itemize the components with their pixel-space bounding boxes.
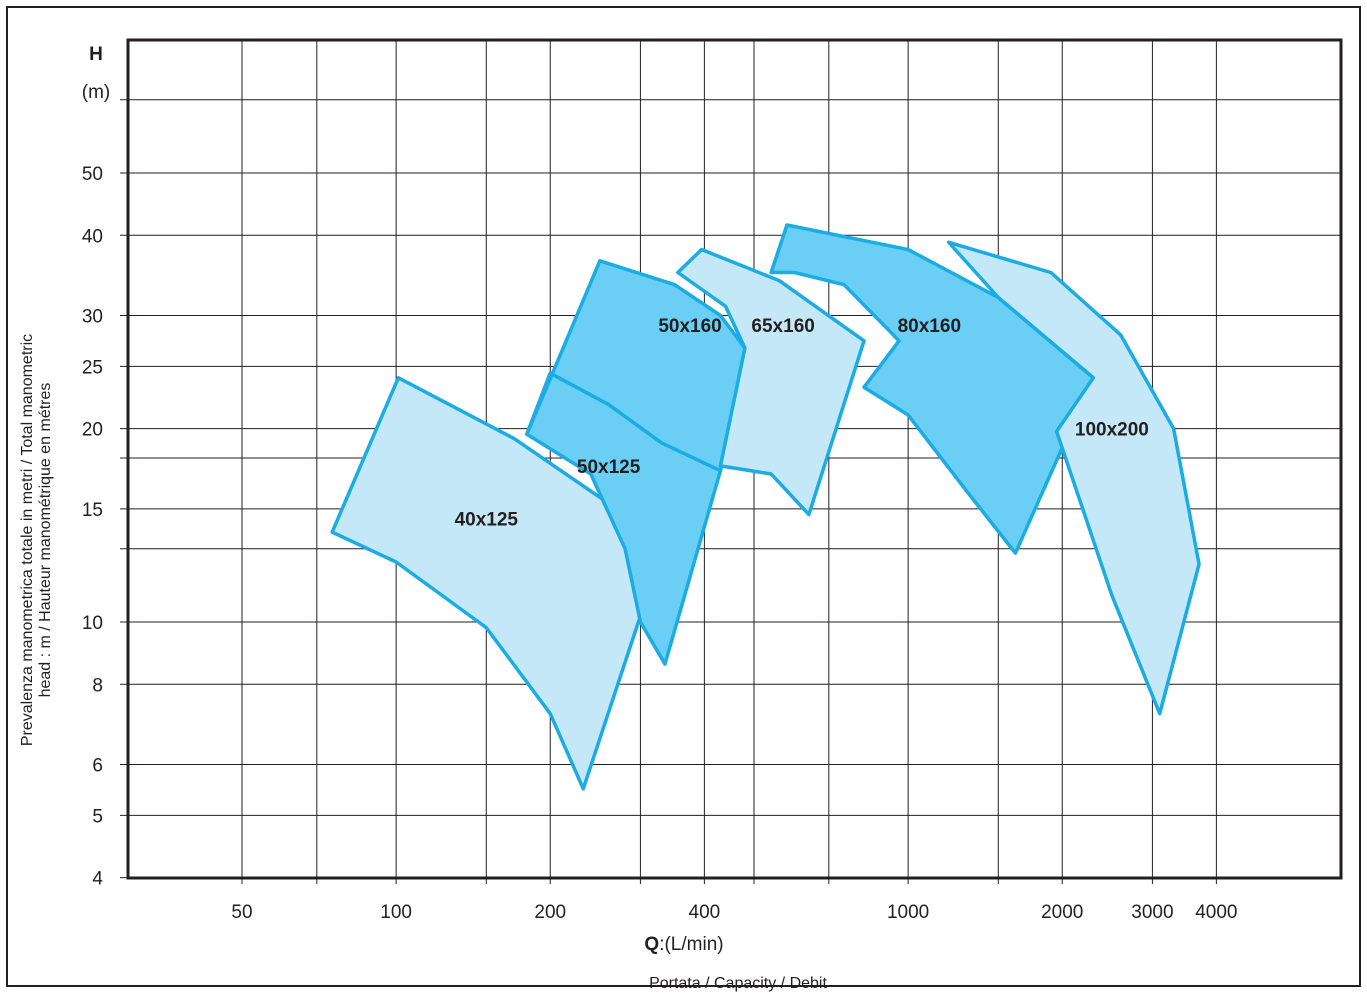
y-tick-label: 30 — [82, 307, 103, 328]
y-axis-title-line-1: Prevalenza manometrica totale in metri /… — [19, 334, 36, 746]
x-axis-title: Q:(L/min) — [644, 934, 723, 955]
y-tick-label: 5 — [92, 806, 103, 827]
series-label-50x160: 50x160 — [658, 316, 721, 337]
series-label-65x160: 65x160 — [751, 316, 814, 337]
x-tick-label: 1000 — [887, 902, 929, 923]
y-tick-label: 20 — [82, 420, 103, 441]
x-tick-label: 400 — [689, 902, 721, 923]
series-label-100x200: 100x200 — [1075, 420, 1149, 441]
x-tick-label: 3000 — [1131, 902, 1173, 923]
series-label-50x125: 50x125 — [577, 457, 641, 478]
y-tick-label: 15 — [82, 500, 103, 521]
tick-labels: 50 100 200 400 1000 2000 3000 4000 4 5 6 8 10 15 20 25 3… — [82, 164, 1238, 923]
y-axis-symbol: H — [89, 44, 103, 65]
x-tick-label: 4000 — [1195, 902, 1237, 923]
plot-area-border — [126, 38, 1343, 880]
y-tick-label: 50 — [82, 164, 103, 185]
series-region-80x160 — [769, 223, 1096, 555]
y-tick-label: 10 — [82, 613, 103, 634]
x-tick-label: 100 — [380, 902, 412, 923]
series-label-80x160: 80x160 — [898, 316, 961, 337]
y-tick-label: 6 — [92, 756, 103, 777]
y-axis-unit: (m) — [82, 82, 110, 103]
y-axis-title-line-2: head : m / Hauteur manométrique en métre… — [37, 383, 54, 698]
series-layer — [330, 223, 1201, 791]
series-labels: 40x125 50x125 50x160 65x160 80x160 100x200 — [455, 316, 1149, 530]
y-tick-label: 4 — [92, 869, 103, 890]
y-tick-label: 8 — [92, 675, 103, 696]
x-tick-label: 50 — [231, 902, 252, 923]
x-tick-label: 2000 — [1041, 902, 1083, 923]
x-tick-label: 200 — [534, 902, 566, 923]
y-tick-label: 40 — [82, 226, 103, 247]
series-label-40x125: 40x125 — [455, 509, 519, 530]
series-region-100x200 — [946, 240, 1201, 716]
x-axis-caption: Portata / Capacity / Debit — [649, 975, 827, 992]
series-region-40x125 — [330, 376, 660, 791]
y-tick-label: 25 — [82, 357, 103, 378]
series-region-65x160 — [676, 247, 866, 517]
chart-frame — [6, 6, 1361, 987]
